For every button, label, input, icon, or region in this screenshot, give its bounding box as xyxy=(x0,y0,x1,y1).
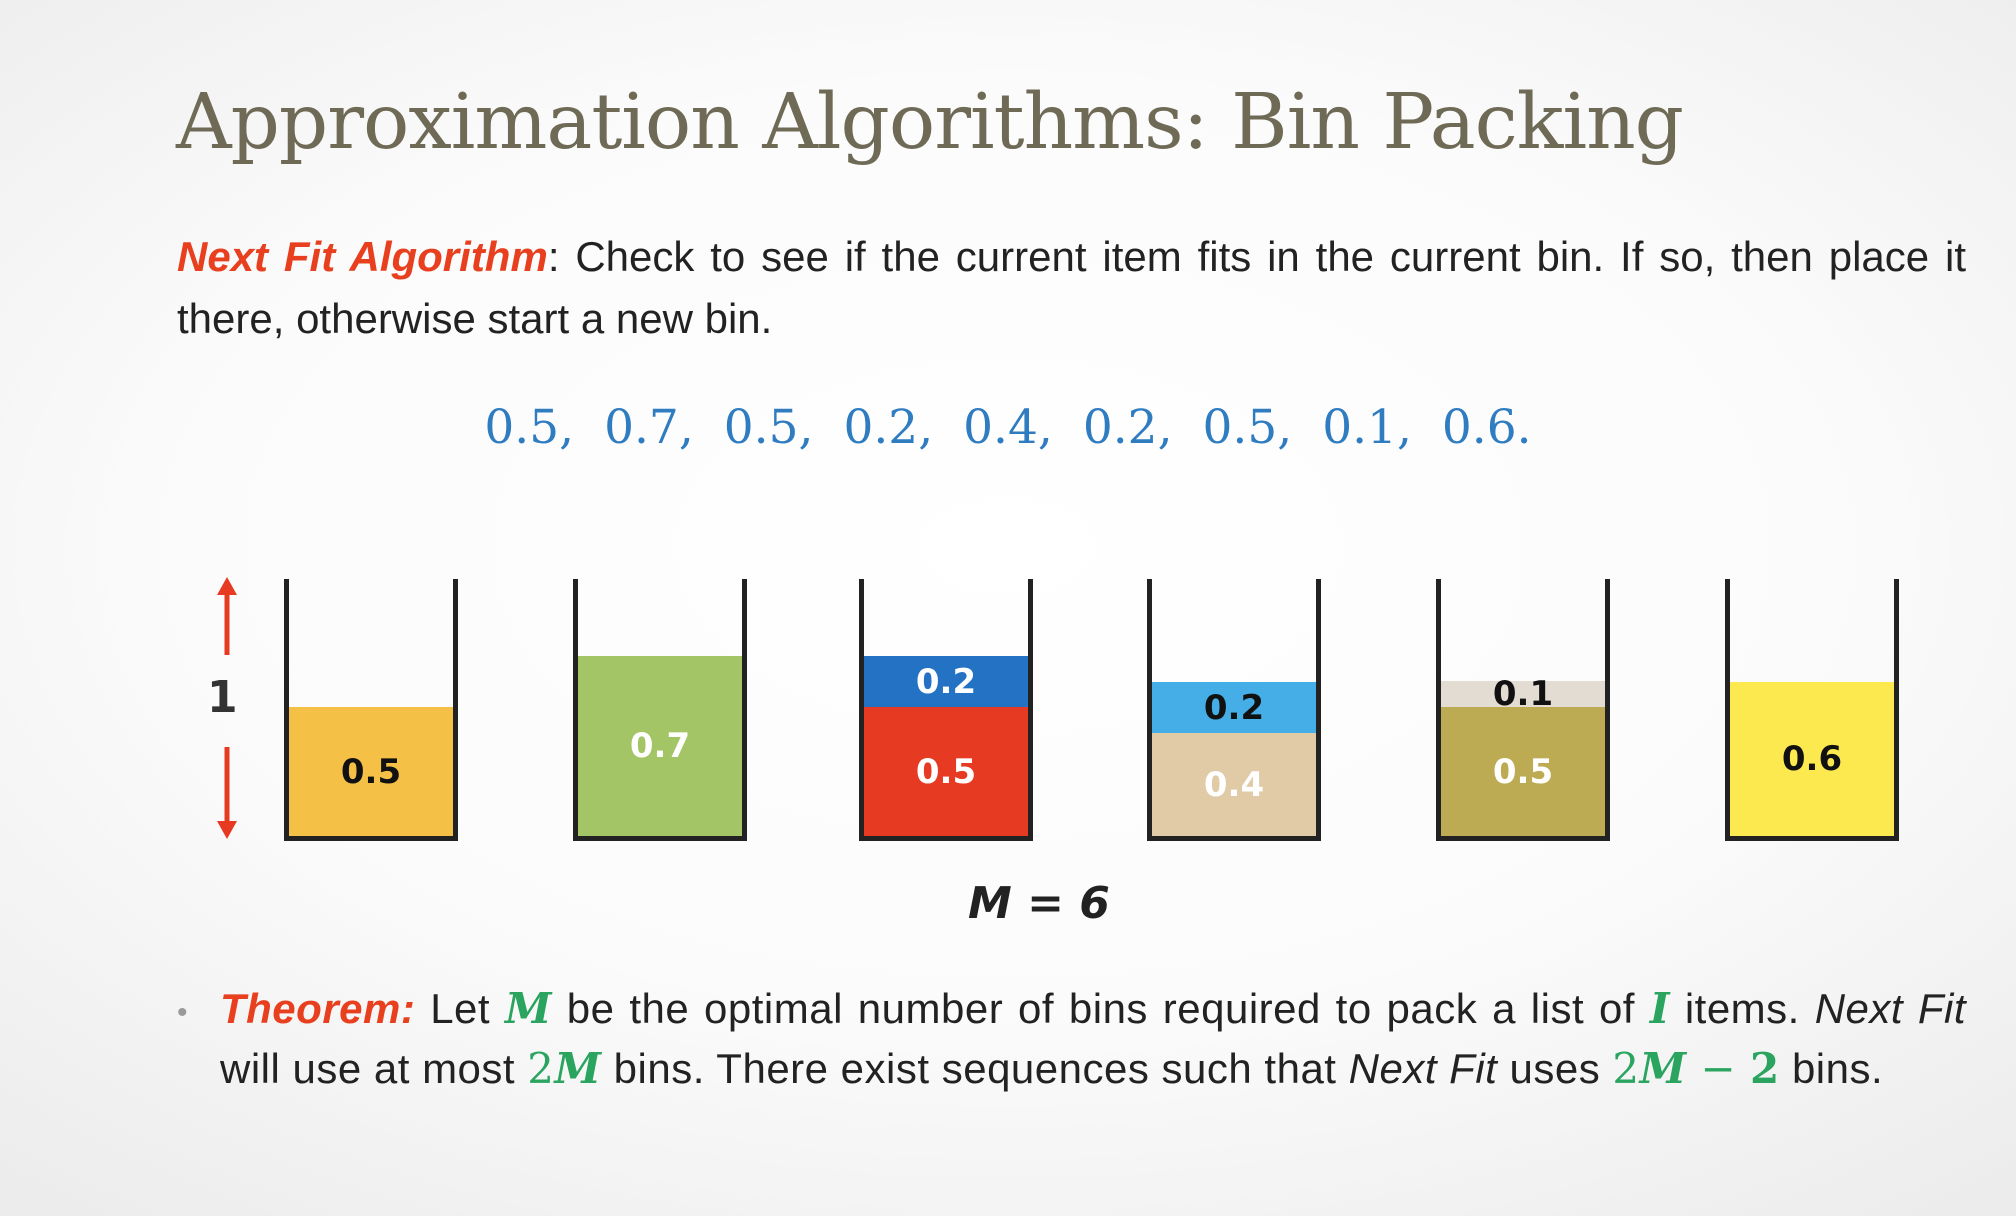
bin-item-label: 0.5 xyxy=(915,751,977,792)
sequence-item: 0.5, xyxy=(723,400,814,455)
bin-item-label: 0.7 xyxy=(629,726,691,766)
bin-item-label: 0.5 xyxy=(1492,751,1554,792)
sequence-item: 0.2, xyxy=(1082,400,1173,455)
bin: 0.5 xyxy=(284,579,458,841)
sequence-item: 0.2, xyxy=(843,400,934,455)
theorem-text: items. xyxy=(1684,985,1800,1032)
theorem-term: Theorem: xyxy=(220,985,416,1032)
theorem-text: bins. There exist sequences such that xyxy=(613,1045,1337,1092)
bin: 0.5 0.1 xyxy=(1436,579,1610,841)
theorem-text: be the optimal number of bins required t… xyxy=(566,985,1635,1032)
math-variable: I xyxy=(1649,984,1670,1033)
bin: 0.5 0.2 xyxy=(859,579,1033,841)
optimal-bin-count: M = 6 xyxy=(968,878,1110,929)
bin-capacity-label: 1 xyxy=(207,672,238,723)
bin-item-label: 0.4 xyxy=(1203,764,1265,805)
item-sequence: 0.5, 0.7, 0.5, 0.2, 0.4, 0.2, 0.5, 0.1, 0.6. xyxy=(0,400,2016,455)
bin: 0.7 xyxy=(573,579,747,841)
bin-item-label: 0.5 xyxy=(340,751,402,792)
bin-item-label: 0.2 xyxy=(915,661,977,702)
bin-item-label: 0.2 xyxy=(1203,687,1265,728)
algorithm-name: Next Fit Algorithm xyxy=(177,233,548,280)
bin-item: 0.4 xyxy=(1152,733,1316,836)
math-operator: − xyxy=(1686,1044,1751,1093)
algorithm-description: Next Fit Algorithm: Check to see if the … xyxy=(177,226,1966,350)
bin-item: 0.2 xyxy=(1152,682,1316,733)
sequence-item: 0.6. xyxy=(1441,400,1532,455)
algorithm-text: : Check to see if the current item fits … xyxy=(177,233,1966,342)
height-arrow-icon xyxy=(217,577,237,839)
math-number: 2 xyxy=(527,1044,555,1093)
bin-item: 0.5 xyxy=(289,707,453,836)
math-number: 2 xyxy=(1750,1044,1780,1093)
sequence-item: 0.5, xyxy=(1202,400,1293,455)
bin-item: 0.5 xyxy=(1441,707,1605,836)
slide-title: Approximation Algorithms: Bin Packing xyxy=(176,78,1684,167)
math-variable: M xyxy=(504,984,552,1033)
theorem-text: bins. xyxy=(1791,1045,1884,1092)
theorem-text: Let xyxy=(430,985,491,1032)
math-variable: M xyxy=(1639,1044,1687,1093)
bin-item: 0.1 xyxy=(1441,674,1605,714)
sequence-item: 0.5, xyxy=(484,400,575,455)
math-number: 2 xyxy=(1612,1044,1640,1093)
algorithm-reference: Next Fit xyxy=(1348,1045,1498,1092)
bin-item: 0.2 xyxy=(864,656,1028,707)
bin-item-label: 0.6 xyxy=(1781,739,1843,779)
theorem-statement: Theorem: Let M be the optimal number of … xyxy=(220,979,1966,1099)
bin-item: 0.6 xyxy=(1730,682,1894,836)
sequence-item: 0.1, xyxy=(1322,400,1412,455)
math-variable: M xyxy=(554,1044,602,1093)
bullet-icon: • xyxy=(177,996,188,1029)
bin: 0.4 0.2 xyxy=(1147,579,1321,841)
bin: 0.6 xyxy=(1725,579,1899,841)
bin-item: 0.5 xyxy=(864,707,1028,836)
bin-item: 0.7 xyxy=(578,656,742,836)
sequence-item: 0.4, xyxy=(963,400,1053,455)
bin-item-label: 0.1 xyxy=(1492,674,1554,714)
theorem-text: will use at most xyxy=(220,1045,516,1092)
theorem-text: uses xyxy=(1509,1045,1601,1092)
sequence-item: 0.7, xyxy=(604,400,694,455)
algorithm-reference: Next Fit xyxy=(1814,985,1967,1032)
